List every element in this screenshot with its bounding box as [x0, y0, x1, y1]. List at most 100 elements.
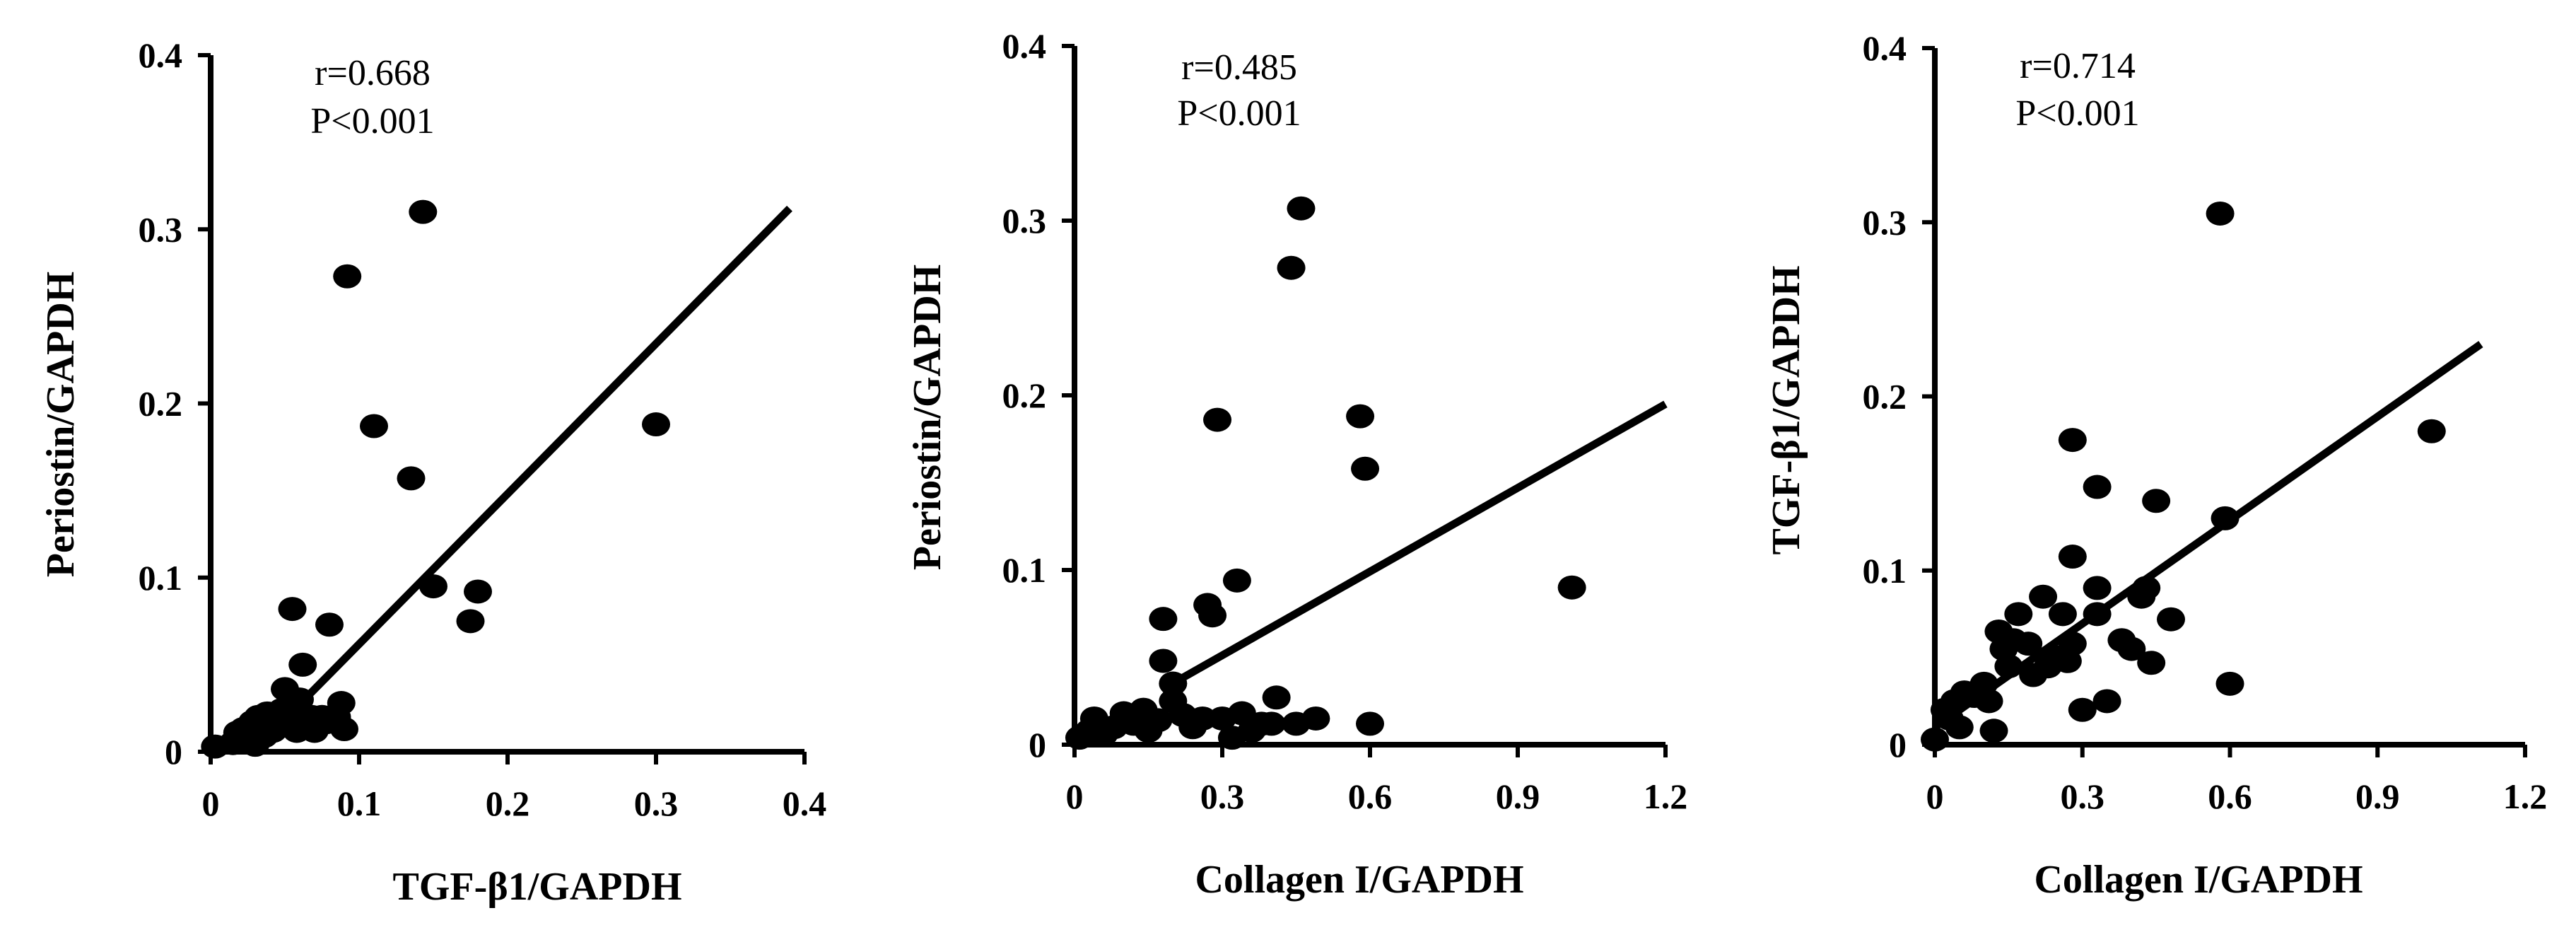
y-tick-label: 0.3 — [139, 209, 183, 249]
data-point — [1351, 456, 1380, 481]
y-axis-label-1: Periostin/GAPDH — [39, 272, 83, 577]
data-point — [1945, 715, 1974, 740]
plot-area-1: 0 0.1 0.2 0.3 0.4 0 0.1 0.2 0.3 0.4 — [139, 35, 827, 823]
data-point — [1921, 727, 1949, 752]
y-tick-label: 0 — [1889, 725, 1907, 764]
data-point — [1144, 708, 1173, 733]
y-tick-label: 0.1 — [1863, 551, 1907, 591]
x-tick-label: 0.3 — [2061, 777, 2105, 816]
data-point — [1149, 649, 1178, 673]
data-point — [278, 597, 307, 622]
data-point — [456, 609, 485, 634]
data-point — [2211, 506, 2240, 530]
data-point — [2014, 632, 2043, 656]
data-point — [1346, 404, 1375, 429]
data-point — [1994, 654, 2023, 679]
data-point — [464, 579, 492, 604]
data-point — [330, 716, 358, 741]
y-tick-label: 0.2 — [1863, 377, 1907, 417]
panel-3: r=0.714 P<0.001 TGF-β1/GAPDH Collagen I/… — [1764, 28, 2547, 902]
data-point — [1262, 685, 1291, 710]
annotation-r-3: r=0.714 — [2020, 46, 2136, 86]
data-point — [2417, 419, 2446, 443]
x-tick-label: 0 — [202, 784, 220, 823]
annotation-r-2: r=0.485 — [1181, 47, 1297, 88]
data-point — [286, 687, 314, 712]
data-point — [2142, 489, 2171, 513]
data-point — [1974, 689, 2003, 714]
data-point — [1356, 711, 1384, 736]
regression-line — [289, 205, 792, 715]
data-point — [409, 199, 438, 224]
data-point — [1301, 706, 1330, 731]
annotation-p-2: P<0.001 — [1177, 93, 1301, 134]
data-point — [397, 466, 426, 491]
data-point — [2058, 428, 2087, 453]
x-tick-label: 1.2 — [2503, 777, 2548, 816]
data-point — [2157, 607, 2185, 632]
data-point — [2058, 632, 2087, 656]
x-tick-label: 0 — [1926, 777, 1944, 816]
y-tick-label: 0.1 — [139, 558, 183, 598]
annotation-p-3: P<0.001 — [2015, 93, 2139, 134]
data-point — [333, 264, 362, 289]
data-point — [2029, 584, 2058, 609]
x-tick-label: 0.9 — [2355, 777, 2400, 816]
data-point — [419, 574, 447, 599]
data-point — [1557, 575, 1586, 600]
data-point — [642, 412, 670, 437]
data-point — [1979, 719, 2008, 743]
data-point — [1203, 407, 1232, 432]
data-point — [1277, 255, 1306, 280]
y-axis-label-2: Periostin/GAPDH — [906, 264, 949, 570]
data-point — [2083, 475, 2112, 499]
panel-2: r=0.485 P<0.001 Periostin/GAPDH Collagen… — [906, 26, 1687, 902]
data-point — [2206, 201, 2235, 226]
x-tick-label: 1.2 — [1644, 777, 1688, 816]
data-point — [2215, 671, 2244, 696]
x-tick-label: 0.3 — [1200, 777, 1245, 816]
x-axis-label-2: Collagen I/GAPDH — [1195, 858, 1523, 902]
annotation-r-1: r=0.668 — [315, 53, 431, 93]
data-point — [2058, 545, 2087, 569]
y-tick-label: 0.3 — [1863, 202, 1907, 242]
x-tick-label: 0.1 — [337, 784, 382, 823]
data-point — [360, 414, 388, 438]
regression-line — [1161, 400, 1668, 692]
data-point — [1159, 671, 1188, 696]
x-tick-label: 0.6 — [1348, 777, 1393, 816]
data-point — [1222, 568, 1251, 593]
data-point — [2137, 651, 2166, 675]
x-tick-label: 0.2 — [486, 784, 530, 823]
data-point — [288, 652, 317, 677]
y-tick-label: 0.4 — [1863, 28, 1907, 68]
data-point — [2083, 602, 2112, 627]
y-tick-label: 0 — [1029, 725, 1046, 764]
data-point — [1287, 196, 1316, 221]
plot-area-2: 0 0.1 0.2 0.3 0.4 0 0.3 0.6 0.9 1.2 — [1002, 26, 1688, 816]
annotation-p-1: P<0.001 — [310, 101, 434, 141]
data-point — [2092, 689, 2121, 714]
y-tick-label: 0.3 — [1002, 201, 1047, 240]
x-axis-label-1: TGF-β1/GAPDH — [392, 865, 681, 909]
data-point — [315, 612, 344, 637]
y-axis-label-3: TGF-β1/GAPDH — [1764, 265, 1808, 554]
data-point — [2083, 576, 2112, 600]
data-point — [2048, 602, 2077, 627]
data-point — [2068, 697, 2097, 722]
x-tick-label: 0 — [1066, 777, 1084, 816]
y-tick-label: 0 — [165, 732, 182, 772]
data-point — [327, 691, 356, 716]
x-axis-label-3: Collagen I/GAPDH — [2034, 858, 2363, 902]
data-point — [1198, 603, 1227, 628]
x-tick-label: 0.6 — [2208, 777, 2252, 816]
panel-1: r=0.668 P<0.001 Periostin/GAPDH TGF-β1/G… — [39, 35, 826, 909]
data-point — [1149, 607, 1178, 632]
y-tick-label: 0.2 — [1002, 376, 1047, 415]
x-tick-label: 0.3 — [634, 784, 679, 823]
y-tick-label: 0.1 — [1002, 550, 1047, 590]
y-tick-label: 0.4 — [139, 35, 183, 75]
data-point — [1257, 711, 1286, 736]
plot-area-3: 0 0.1 0.2 0.3 0.4 0 0.3 0.6 0.9 1.2 — [1863, 28, 2548, 816]
